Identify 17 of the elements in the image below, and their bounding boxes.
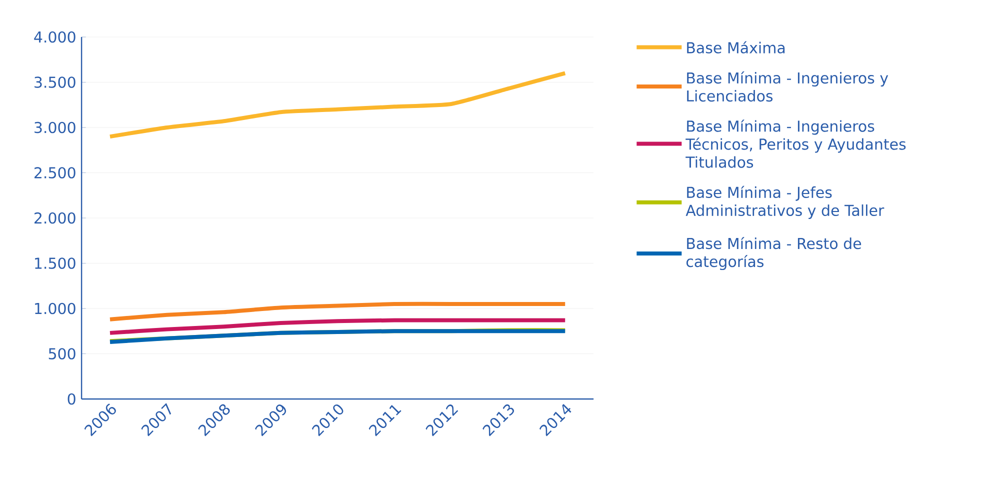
- y-tick-label: 2.500: [34, 167, 76, 178]
- line-series: [108, 71, 568, 139]
- line-series: [108, 302, 568, 322]
- y-tick-label: 3.500: [34, 76, 76, 88]
- y-tick-label: 3.000: [34, 122, 76, 134]
- y-tick-label: 500: [48, 348, 76, 360]
- legend-label: Base Mínima - Ingenieros y Licenciados: [687, 71, 888, 102]
- y-tick-label: 1.500: [35, 258, 76, 269]
- y-tick-label: 4.000: [34, 31, 76, 43]
- y-tick-label: 1.000: [35, 302, 76, 314]
- y-tick-label: 2.000: [34, 212, 76, 224]
- legend-label: Base Máxima: [687, 41, 785, 54]
- y-tick-label: 0: [68, 393, 76, 405]
- legend-label: Base Mínima - Resto de categorías: [686, 236, 862, 270]
- legend-label: Base Mínima - Jefes Administrativos y de Taller: [686, 186, 884, 219]
- line-series: [108, 318, 568, 335]
- legend-label: Base Mínima - Ingenieros Técnicos, Peritos y Ayudantes Titulados: [686, 120, 906, 168]
